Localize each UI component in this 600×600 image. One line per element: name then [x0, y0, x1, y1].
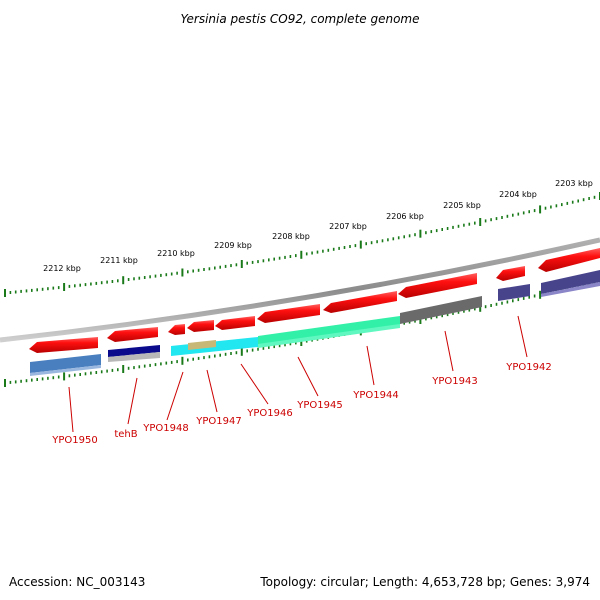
- gene-label-yp01948[interactable]: YPO1948: [142, 423, 188, 434]
- gene-label-yp01947[interactable]: YPO1947: [195, 416, 241, 427]
- gene-arrow-tehb[interactable]: [107, 327, 158, 342]
- genome-summary-text: Topology: circular; Length: 4,653,728 bp…: [259, 575, 590, 589]
- leader-line: [517, 315, 528, 358]
- upper-scale-ticks: [4, 192, 600, 297]
- gene-arrow-yp01946[interactable]: [215, 316, 255, 330]
- scale-label: 2208 kbp: [272, 232, 310, 241]
- leader-line: [127, 377, 138, 425]
- gene-labels: YPO1950 tehB YPO1948 YPO1947 YPO1946 YPO…: [51, 315, 552, 446]
- feature-yp01942[interactable]: [498, 284, 530, 301]
- leader-line: [240, 363, 269, 405]
- feature-yp01944[interactable]: [258, 324, 400, 348]
- gene-arrow-yp01945[interactable]: [257, 304, 320, 323]
- gene-label-yp01945[interactable]: YPO1945: [296, 400, 342, 411]
- leader-line: [444, 330, 454, 372]
- scale-label: 2210 kbp: [157, 249, 195, 258]
- feature-tehb-shadow: [108, 352, 160, 362]
- gene-label-yp01950[interactable]: YPO1950: [51, 435, 97, 446]
- leader-line: [297, 356, 319, 397]
- leader-line: [366, 345, 375, 386]
- scale-label: 2203 kbp: [555, 179, 593, 188]
- scale-label: 2212 kbp: [43, 264, 81, 273]
- gene-arrow-yp01947[interactable]: [187, 320, 214, 332]
- scale-label: 2204 kbp: [499, 190, 537, 199]
- scale-labels: 2212 kbp 2211 kbp 2210 kbp 2209 kbp 2208 kbp…: [43, 179, 593, 273]
- sequence-backbone: [0, 237, 600, 343]
- feature-yp01950[interactable]: [30, 354, 101, 373]
- scale-label: 2209 kbp: [214, 241, 252, 250]
- scale-label: 2206 kbp: [386, 212, 424, 221]
- gene-arrow-yp01948[interactable]: [168, 324, 185, 335]
- feature-track: [30, 270, 600, 376]
- gene-arrow-yp01950[interactable]: [29, 337, 98, 353]
- leader-line: [206, 369, 218, 413]
- feature-yp01943[interactable]: [400, 296, 482, 324]
- genome-title: Yersinia pestis CO92, complete genome: [181, 12, 420, 26]
- feature-yp01947-insert[interactable]: [188, 340, 216, 350]
- scale-label: 2205 kbp: [443, 201, 481, 210]
- gene-label-yp01946[interactable]: YPO1946: [246, 408, 292, 419]
- leader-line: [68, 386, 74, 433]
- gene-arrow-yp01943[interactable]: [398, 273, 477, 298]
- gene-arrow-yp01944[interactable]: [323, 291, 397, 313]
- gene-label-yp01943[interactable]: YPO1943: [431, 376, 477, 387]
- accession-text: Accession: NC_003143: [9, 575, 145, 589]
- feature-yp01950-shadow: [30, 365, 101, 376]
- feature-yp01941-shadow: [541, 282, 600, 297]
- feature-tehb[interactable]: [108, 345, 160, 357]
- gene-arrow-yp01942[interactable]: [496, 266, 525, 281]
- gene-label-yp01944[interactable]: YPO1944: [352, 390, 398, 401]
- gene-label-tehb[interactable]: tehB: [114, 429, 137, 440]
- forward-gene-track: [29, 248, 600, 353]
- scale-label: 2207 kbp: [329, 222, 367, 231]
- scale-label: 2211 kbp: [100, 256, 138, 265]
- gene-label-yp01942[interactable]: YPO1942: [505, 362, 551, 373]
- feature-yp01941[interactable]: [541, 270, 600, 294]
- feature-yp01945[interactable]: [258, 316, 400, 346]
- gene-arrow-yp01941[interactable]: [538, 248, 600, 272]
- leader-line: [166, 371, 184, 421]
